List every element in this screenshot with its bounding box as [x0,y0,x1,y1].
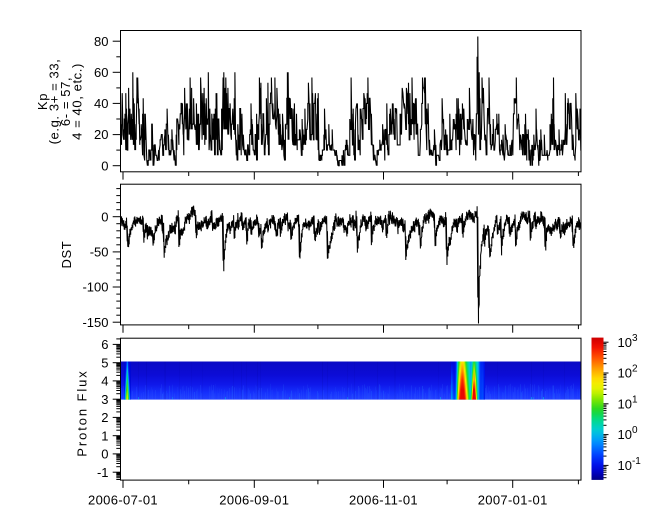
svg-text:-150: -150 [82,315,108,330]
svg-text:3: 3 [101,392,108,407]
svg-text:4: 4 [101,374,108,389]
svg-text:40: 40 [94,96,108,111]
svg-text:2006-11-01: 2006-11-01 [349,493,418,508]
svg-text:Proton Flux: Proton Flux [75,369,90,456]
svg-text:-50: -50 [90,245,109,260]
svg-text:6- = 57,: 6- = 57, [58,77,73,126]
svg-text:-1: -1 [97,465,109,480]
svg-text:DST: DST [59,241,74,269]
svg-text:0: 0 [101,209,108,224]
svg-text:(e.g. 3+ = 33,: (e.g. 3+ = 33, [46,59,61,145]
svg-text:6: 6 [101,337,108,352]
svg-text:0: 0 [101,447,108,462]
svg-text:2006-07-01: 2006-07-01 [88,493,158,508]
svg-text:60: 60 [94,65,108,80]
svg-text:80: 80 [94,34,108,49]
svg-text:0: 0 [101,158,108,173]
svg-text:20: 20 [94,127,108,142]
svg-text:4 = 40, etc.): 4 = 40, etc.) [69,63,84,140]
svg-text:2: 2 [101,410,108,425]
svg-text:Kp: Kp [35,93,50,110]
svg-text:1: 1 [101,428,108,443]
svg-text:2006-09-01: 2006-09-01 [219,493,289,508]
svg-text:2007-01-01: 2007-01-01 [478,493,548,508]
svg-text:-100: -100 [82,280,108,295]
svg-text:5: 5 [101,355,108,370]
